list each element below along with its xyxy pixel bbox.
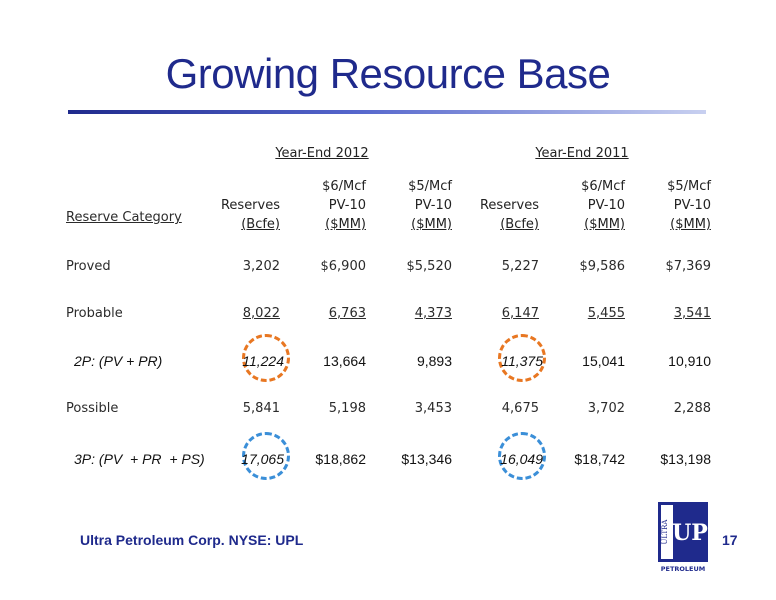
table-cell: 2,288 <box>673 401 711 416</box>
group-header-2011: Year-End 2011 <box>535 146 629 161</box>
header-pv6-2012: $6/Mcf PV-10 ($MM) <box>322 179 366 232</box>
table-cell: 3,453 <box>414 401 452 416</box>
table-cell: 4,675 <box>501 401 539 416</box>
highlight-circle-2p-2011 <box>498 334 546 382</box>
table-cell: 4,373 <box>414 306 452 321</box>
row-label-3p: 3P: (PV + PR + PS) <box>74 451 205 467</box>
table-cell: $5,520 <box>406 259 453 274</box>
table-cell: 10,910 <box>668 353 711 369</box>
footer-company: Ultra Petroleum Corp. NYSE: UPL <box>80 532 304 548</box>
header-reserves-2011: Reserves (Bcfe) <box>479 198 539 232</box>
table-cell: 5,455 <box>587 306 625 321</box>
table-cell: 5,227 <box>501 259 539 274</box>
logo-side-text: ULTRA <box>661 519 669 545</box>
page-number: 17 <box>722 532 738 548</box>
logo-main-text: UP <box>672 520 708 546</box>
table-cell: 11,375 <box>501 353 543 369</box>
highlight-circle-2p-2012 <box>242 334 290 382</box>
table-cell: 15,041 <box>582 353 625 369</box>
table-cell: 8,022 <box>242 306 280 321</box>
table-cell: $18,742 <box>574 451 625 467</box>
table-cell: $18,862 <box>315 451 366 467</box>
group-header-2012: Year-End 2012 <box>275 146 369 161</box>
header-pv6-2011: $6/Mcf PV-10 ($MM) <box>581 179 625 232</box>
header-pv5-2012: $5/Mcf PV-10 ($MM) <box>408 179 452 232</box>
table-cell: 13,664 <box>323 353 366 369</box>
table-cell: $6,900 <box>320 259 367 274</box>
table-cell: 3,202 <box>242 259 280 274</box>
table-cell: 6,763 <box>328 306 366 321</box>
header-pv5-2011: $5/Mcf PV-10 ($MM) <box>667 179 711 232</box>
logo-bottom-text: PETROLEUM <box>661 565 706 573</box>
table-cell: $13,198 <box>660 451 711 467</box>
table-cell: 6,147 <box>501 306 539 321</box>
table-cell: 5,841 <box>242 401 280 416</box>
ultra-petroleum-logo: ULTRA UP PETROLEUM <box>658 502 708 573</box>
table-cell: 17,065 <box>241 451 284 467</box>
row-label-possible: Possible <box>66 401 119 416</box>
page-title: Growing Resource Base <box>165 50 611 97</box>
header-reserve-category: Reserve Category <box>66 210 182 225</box>
table-cell: $13,346 <box>401 451 452 467</box>
table-cell: $7,369 <box>665 259 712 274</box>
table-cell: 16,049 <box>500 451 543 467</box>
table-cell: 3,541 <box>673 306 711 321</box>
table-cell: 11,224 <box>242 353 284 369</box>
title-divider <box>68 110 706 114</box>
highlight-circle-3p-2012 <box>242 432 290 480</box>
table-cell: 3,702 <box>587 401 625 416</box>
table-cell: 5,198 <box>328 401 366 416</box>
header-reserves-2012: Reserves (Bcfe) <box>220 198 280 232</box>
table-cell: 9,893 <box>416 353 452 369</box>
row-label-2p: 2P: (PV + PR) <box>74 353 163 369</box>
row-label-probable: Probable <box>66 306 123 321</box>
row-label-proved: Proved <box>66 259 111 274</box>
highlight-circle-3p-2011 <box>498 432 546 480</box>
table-cell: $9,586 <box>579 259 626 274</box>
